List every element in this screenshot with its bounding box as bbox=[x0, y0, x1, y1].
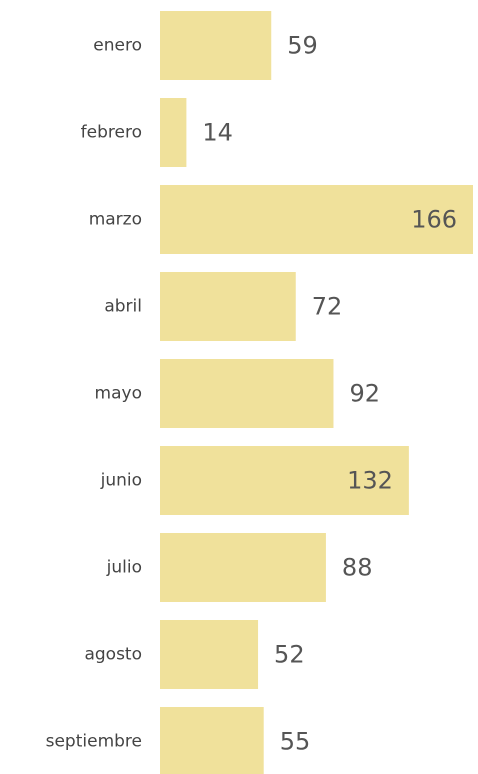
value-label: 88 bbox=[342, 554, 373, 582]
category-label: septiembre bbox=[46, 732, 142, 752]
bar bbox=[160, 11, 272, 80]
bar bbox=[160, 98, 187, 167]
bar bbox=[160, 272, 296, 341]
bar bbox=[160, 620, 259, 689]
value-label: 52 bbox=[274, 641, 305, 669]
value-label: 92 bbox=[349, 380, 380, 408]
bar bbox=[160, 359, 334, 428]
value-label: 132 bbox=[347, 467, 393, 495]
category-label: mayo bbox=[95, 384, 142, 404]
value-label: 59 bbox=[287, 32, 318, 60]
category-label: febrero bbox=[81, 123, 142, 143]
category-label: junio bbox=[100, 471, 142, 491]
value-label: 72 bbox=[312, 293, 343, 321]
category-label: marzo bbox=[89, 210, 142, 230]
category-label: enero bbox=[93, 36, 142, 56]
category-label: agosto bbox=[84, 645, 142, 665]
value-label: 166 bbox=[411, 206, 457, 234]
bar bbox=[160, 707, 264, 774]
value-label: 55 bbox=[280, 728, 311, 756]
bar bbox=[160, 446, 409, 515]
bar bbox=[160, 533, 326, 602]
bar bbox=[160, 185, 473, 254]
value-label: 14 bbox=[202, 119, 233, 147]
category-label: abril bbox=[104, 297, 142, 317]
category-label: julio bbox=[106, 558, 142, 578]
